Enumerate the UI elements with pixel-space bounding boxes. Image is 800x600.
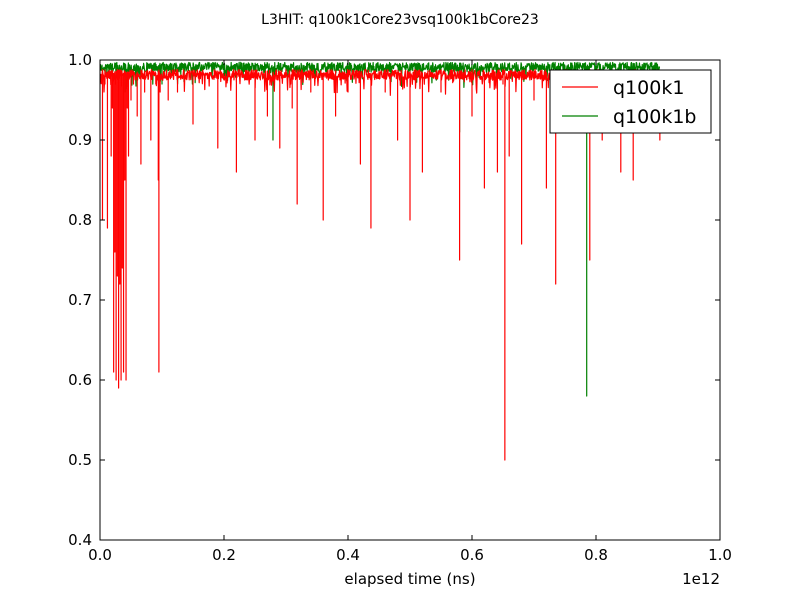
x-tick-label: 0.2 [212, 546, 236, 564]
y-tick-label: 0.7 [68, 291, 92, 309]
x-tick-label: 0.8 [584, 546, 608, 564]
legend-box [549, 69, 712, 134]
chart-title: L3HIT: q100k1Core23vsq100k1bCore23 [261, 12, 539, 28]
legend-label-q100k1b: q100k1b [613, 106, 696, 128]
x-tick-label: 0.0 [88, 546, 112, 564]
y-tick-label: 0.9 [68, 131, 92, 149]
legend-label-q100k1: q100k1 [613, 77, 684, 99]
y-tick-label: 0.4 [68, 531, 92, 549]
x-tick-label: 0.6 [460, 546, 484, 564]
x-axis-offset-label: 1e12 [682, 570, 720, 588]
x-axis-label: elapsed time (ns) [344, 570, 475, 588]
y-tick-label: 0.8 [68, 211, 92, 229]
legend: q100k1 q100k1b [549, 69, 712, 134]
x-tick-label: 0.4 [336, 546, 360, 564]
y-axis: 0.4 0.5 0.6 0.7 0.8 0.9 1.0 [68, 51, 720, 549]
y-tick-label: 1.0 [68, 51, 92, 69]
y-tick-label: 0.6 [68, 371, 92, 389]
y-tick-label: 0.5 [68, 451, 92, 469]
x-axis: 0.0 0.2 0.4 0.6 0.8 1.0 [88, 60, 732, 564]
x-tick-label: 1.0 [708, 546, 732, 564]
